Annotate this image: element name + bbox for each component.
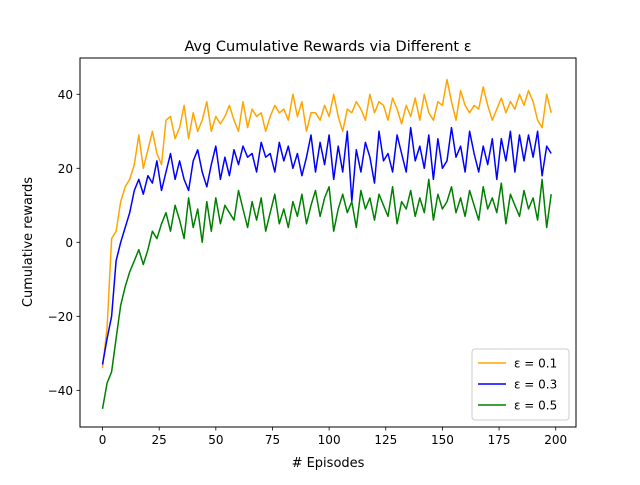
x-tick-label: 0: [99, 433, 107, 447]
legend: ε = 0.1 ε = 0.3 ε = 0.5: [471, 348, 570, 421]
x-tick-label: 100: [318, 433, 341, 447]
y-tick-label: 40: [58, 88, 73, 102]
y-tick-label: −40: [48, 384, 73, 398]
y-tick-label: −20: [48, 310, 73, 324]
x-tick-label: 75: [265, 433, 280, 447]
y-axis-label: Cumulative rewards: [21, 177, 36, 307]
x-tick-label: 200: [544, 433, 567, 447]
x-axis-label: # Episodes: [292, 456, 365, 471]
legend-box: [471, 348, 570, 421]
y-tick-label: 20: [58, 162, 73, 176]
x-tick-label: 125: [374, 433, 397, 447]
series-line-1: [101, 78, 552, 369]
x-axis-ticks: 0 25 50 75 100 125 150 175 200: [99, 427, 567, 447]
legend-label: ε = 0.3: [514, 378, 557, 392]
y-axis-ticks: −40 −20 0 20 40: [48, 88, 80, 398]
y-tick-label: 0: [65, 236, 73, 250]
series-layer: [101, 78, 552, 410]
x-tick-label: 175: [488, 433, 511, 447]
legend-label: ε = 0.1: [514, 357, 557, 371]
chart-title: Avg Cumulative Rewards via Different ε: [184, 39, 471, 55]
x-tick-label: 50: [208, 433, 223, 447]
series-line-3: [101, 178, 552, 410]
x-tick-label: 150: [431, 433, 454, 447]
legend-label: ε = 0.5: [514, 399, 557, 413]
series-line-2: [101, 126, 552, 365]
x-tick-label: 25: [152, 433, 167, 447]
